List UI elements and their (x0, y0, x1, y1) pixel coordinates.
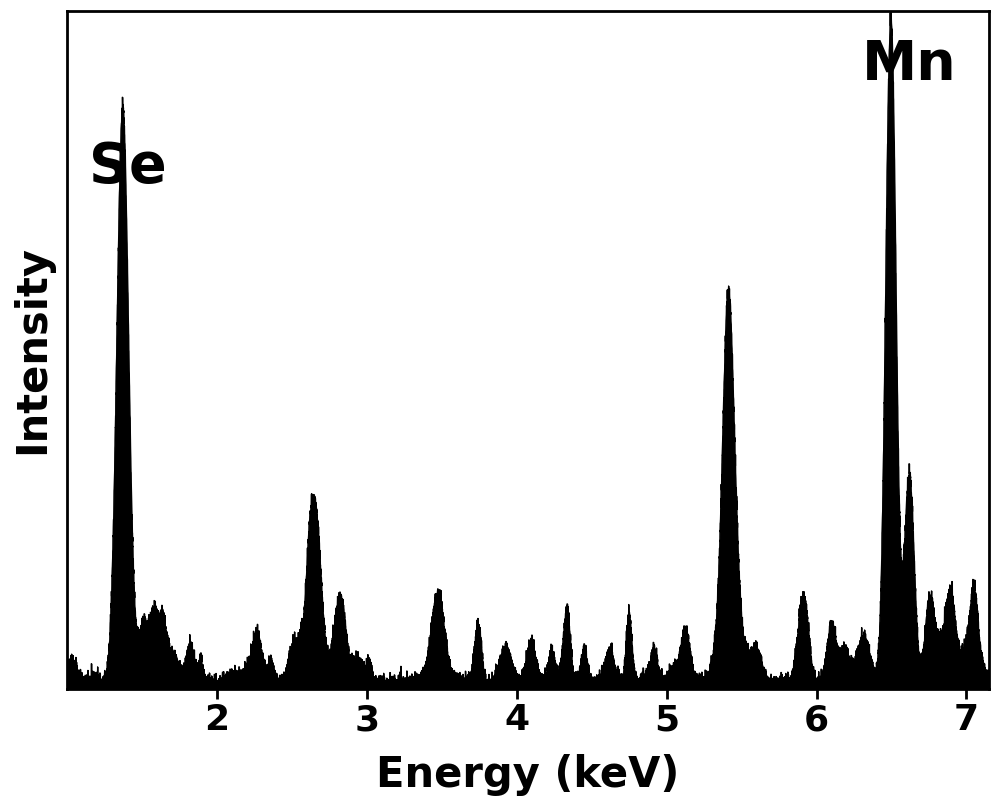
X-axis label: Energy (keV): Energy (keV) (376, 754, 680, 796)
Text: Se: Se (89, 140, 167, 194)
Y-axis label: Intensity: Intensity (11, 245, 53, 454)
Text: Mn: Mn (861, 39, 956, 93)
